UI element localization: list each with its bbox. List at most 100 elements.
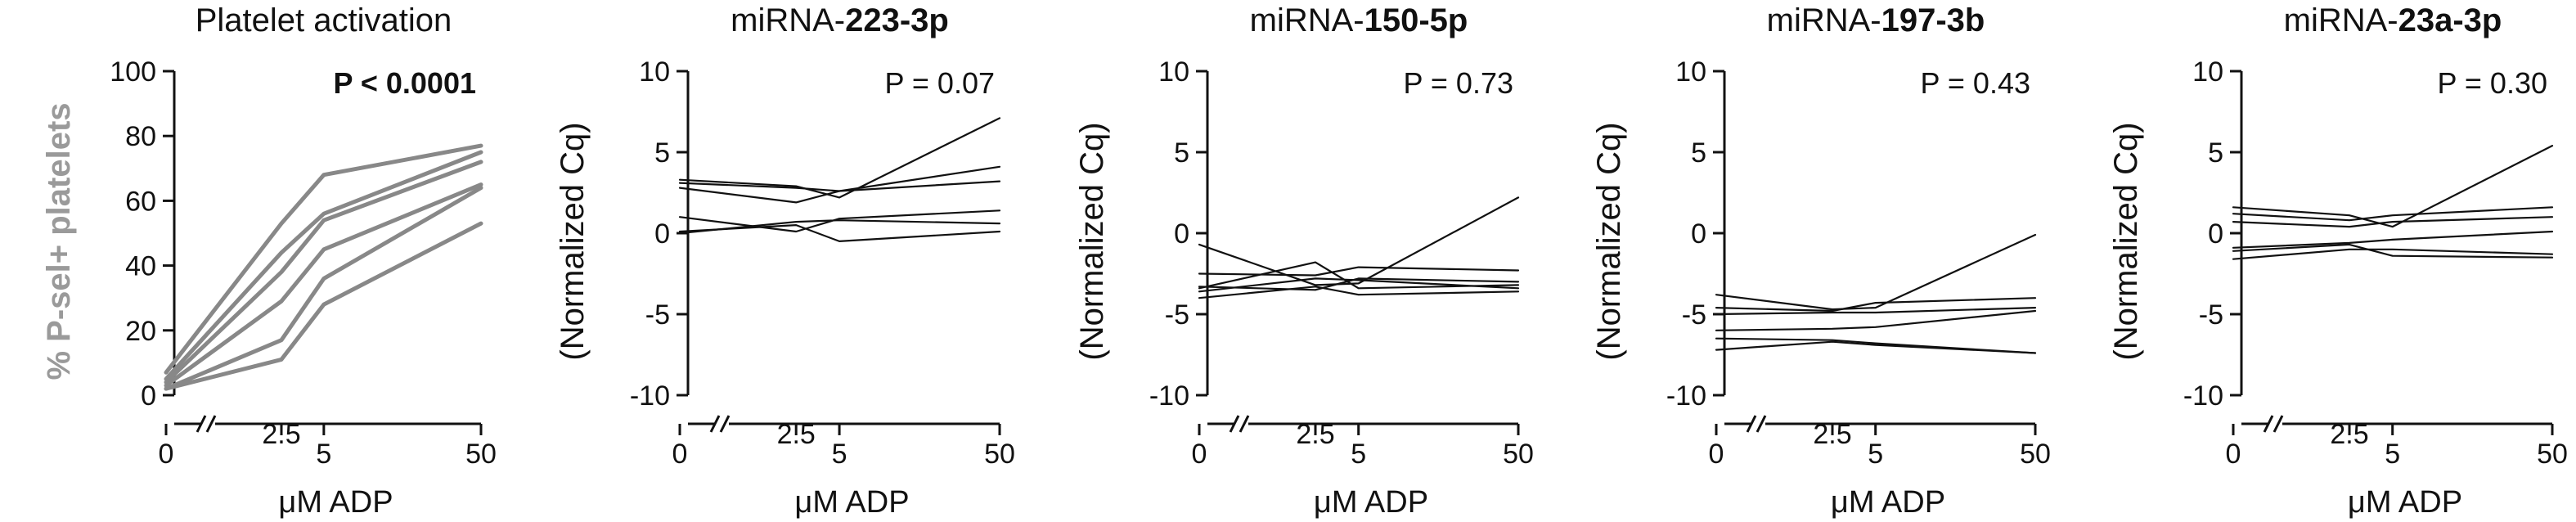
- p-value: P = 0.43: [1921, 66, 2030, 100]
- chart-panel-5: miRNA-23a-3pP = 0.301050-5-10(Normalized…: [2108, 2, 2568, 520]
- series-line-6: [1715, 340, 2037, 354]
- y-tick-label: -5: [645, 299, 670, 331]
- series-line-4: [1715, 309, 2037, 331]
- y-tick-label: 10: [2192, 56, 2223, 88]
- axis-break-mark: [1239, 415, 1250, 433]
- chart-title: miRNA-223-3p: [731, 2, 949, 38]
- y-axis-label: (Normalized Cq): [2108, 122, 2144, 360]
- x-tick-label: 2.5: [262, 419, 300, 450]
- x-tick-label: 0: [672, 439, 688, 470]
- x-tick-label: 5: [2385, 439, 2400, 470]
- series-line-1: [1715, 233, 2037, 311]
- series-line-5: [678, 224, 1001, 242]
- series-line-1: [678, 117, 1001, 199]
- p-value: P = 0.30: [2438, 66, 2547, 100]
- x-tick-label: 50: [465, 439, 497, 470]
- x-tick-label: 2.5: [2330, 419, 2368, 450]
- axis-break-mark: [1746, 415, 1757, 433]
- x-tick-label: 5: [316, 439, 331, 470]
- chart-title: miRNA-197-3b: [1767, 2, 1985, 38]
- series-line-2: [678, 165, 1001, 192]
- y-tick-label: -5: [1165, 299, 1189, 331]
- x-tick-label: 0: [159, 439, 174, 470]
- series-line-3: [2232, 216, 2554, 228]
- y-tick-label: 60: [125, 186, 156, 217]
- x-axis-label: μM ADP: [278, 485, 393, 520]
- y-tick-label: 5: [1691, 137, 1706, 169]
- series-line-3: [164, 160, 483, 385]
- series-line-6: [2232, 248, 2554, 260]
- series-line-4: [164, 182, 483, 388]
- chart-panel-2: miRNA-223-3pP = 0.071050-5-10(Normalized…: [555, 2, 1015, 520]
- y-tick-label: -10: [1149, 380, 1189, 412]
- series-line-3: [678, 180, 1001, 204]
- y-tick-label: 0: [654, 218, 670, 250]
- title-suffix: 150-5p: [1364, 2, 1468, 38]
- x-tick-label: 5: [1868, 439, 1883, 470]
- y-tick-label: 10: [639, 56, 670, 88]
- x-tick-label: 50: [2020, 439, 2051, 470]
- y-tick-label: 100: [110, 56, 156, 88]
- chart-title: Platelet activation: [196, 2, 452, 38]
- x-tick-label: 2.5: [777, 419, 816, 450]
- series-line-5: [1198, 277, 1520, 291]
- x-tick-label: 50: [1503, 439, 1534, 470]
- axis-break-mark: [196, 415, 207, 433]
- p-value: P = 0.73: [1404, 66, 1513, 100]
- p-value: P < 0.0001: [334, 66, 477, 100]
- series-line-3: [1198, 261, 1520, 290]
- series-line-2: [164, 150, 483, 381]
- x-tick-label: 5: [1351, 439, 1366, 470]
- axis-break-mark: [709, 415, 721, 433]
- y-tick-label: -5: [1682, 299, 1706, 331]
- series-line-1: [2232, 145, 2554, 228]
- chart-panel-3: miRNA-150-5pP = 0.731050-5-10(Normalized…: [1074, 2, 1534, 520]
- y-tick-label: 0: [1691, 218, 1706, 250]
- title-prefix: miRNA-: [1767, 2, 1881, 38]
- y-axis-label: % P-sel+ platelets: [41, 102, 77, 380]
- axis-break-mark: [1756, 415, 1767, 433]
- title-prefix: miRNA-: [2284, 2, 2398, 38]
- y-tick-label: 0: [141, 380, 156, 412]
- chart-panel-4: miRNA-197-3bP = 0.431050-5-10(Normalized…: [1591, 2, 2051, 520]
- y-tick-label: 0: [2208, 218, 2223, 250]
- x-tick-label: 50: [984, 439, 1015, 470]
- chart-title: miRNA-150-5p: [1250, 2, 1468, 38]
- chart-title: miRNA-23a-3p: [2284, 2, 2502, 38]
- axis-break-mark: [2263, 415, 2274, 433]
- x-axis-label: μM ADP: [2348, 485, 2462, 520]
- x-tick-label: 0: [2226, 439, 2241, 470]
- y-axis-label: (Normalized Cq): [1591, 122, 1627, 360]
- x-tick-label: 5: [832, 439, 847, 470]
- y-tick-label: 40: [125, 251, 156, 282]
- x-axis-label: μM ADP: [1314, 485, 1428, 520]
- x-tick-label: 2.5: [1813, 419, 1851, 450]
- y-tick-label: 0: [1174, 218, 1189, 250]
- series-line-4: [678, 209, 1001, 233]
- y-tick-label: 5: [2208, 137, 2223, 169]
- series-line-2: [1715, 297, 2037, 313]
- x-tick-label: 0: [1192, 439, 1207, 470]
- y-tick-label: -10: [1666, 380, 1706, 412]
- y-tick-label: 5: [654, 137, 670, 169]
- x-axis-label: μM ADP: [794, 485, 909, 520]
- x-axis-label: μM ADP: [1831, 485, 1945, 520]
- x-tick-label: 2.5: [1296, 419, 1334, 450]
- axis-break-mark: [1229, 415, 1240, 433]
- y-tick-label: 5: [1174, 137, 1189, 169]
- series-line-6: [1198, 286, 1520, 299]
- series-line-6: [678, 219, 1001, 235]
- series-line-3: [1715, 307, 2037, 316]
- p-value: P = 0.07: [885, 66, 995, 100]
- y-axis-label: (Normalized Cq): [1074, 122, 1110, 360]
- y-tick-label: -5: [2199, 299, 2223, 331]
- title-suffix: 223-3p: [845, 2, 949, 38]
- y-tick-label: 20: [125, 316, 156, 347]
- y-tick-label: -10: [630, 380, 670, 412]
- series-line-2: [1198, 266, 1520, 277]
- series-line-1: [164, 143, 483, 375]
- chart-panel-1: Platelet activation P < 0.0001 100 80 60 40 20…: [41, 2, 497, 520]
- title-prefix: miRNA-: [1250, 2, 1364, 38]
- y-tick-label: 80: [125, 121, 156, 152]
